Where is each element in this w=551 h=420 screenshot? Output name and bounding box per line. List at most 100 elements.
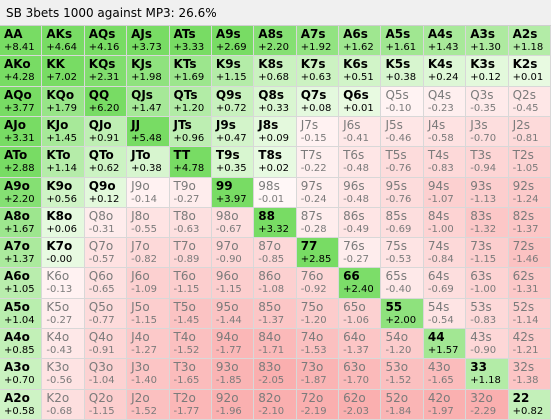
hand-cell[interactable]: 95s -0.76 [381,177,424,208]
hand-cell[interactable]: QTs +1.20 [169,86,212,117]
hand-cell[interactable]: J6s -0.41 [339,116,382,148]
hand-cell[interactable]: 97o -0.90 [211,238,255,269]
hand-cell[interactable]: 96s -0.48 [339,177,382,208]
hand-cell[interactable]: 85o -1.37 [254,298,297,330]
hand-cell[interactable]: J8s +0.09 [254,116,297,148]
hand-cell[interactable]: 84s -1.00 [423,207,467,239]
hand-cell[interactable]: AJs +3.73 [127,26,170,57]
hand-cell[interactable]: 62s -1.31 [508,268,551,299]
hand-cell[interactable]: T3s -0.94 [466,147,509,178]
hand-cell[interactable]: Q6o -0.65 [84,268,128,299]
hand-cell[interactable]: 54o -1.20 [381,329,424,360]
hand-cell[interactable]: T6o -1.15 [169,268,212,299]
hand-cell[interactable]: T8o -0.63 [169,207,212,239]
hand-cell[interactable]: K3s +0.12 [466,56,509,87]
hand-cell[interactable]: K4s +0.24 [423,56,467,87]
hand-cell[interactable]: Q9o +0.12 [84,177,128,208]
hand-cell[interactable]: T5s -0.76 [381,147,424,178]
hand-cell[interactable]: J7s -0.15 [296,116,340,148]
hand-cell[interactable]: A5s +1.61 [381,26,424,57]
hand-cell[interactable]: Q6s +0.01 [339,86,382,117]
hand-cell[interactable]: QJo +0.91 [84,116,128,148]
hand-cell[interactable]: AQo +3.77 [0,86,43,117]
hand-cell[interactable]: 32s -1.38 [508,359,551,390]
hand-cell[interactable]: 92s -1.24 [508,177,551,208]
hand-cell[interactable]: A8o +1.67 [0,207,43,239]
hand-cell[interactable]: 55 +2.00 [381,298,424,330]
hand-cell[interactable]: 93o -1.85 [211,359,255,390]
hand-cell[interactable]: 53s -0.83 [466,298,509,330]
hand-cell[interactable]: A2o +0.58 [0,389,43,420]
hand-cell[interactable]: KTo +1.14 [42,147,85,178]
hand-cell[interactable]: 95o -1.44 [211,298,255,330]
hand-cell[interactable]: A6s +1.62 [339,26,382,57]
hand-cell[interactable]: Q7o -0.57 [84,238,128,269]
hand-cell[interactable]: J3s -0.70 [466,116,509,148]
hand-cell[interactable]: T9o -0.27 [169,177,212,208]
hand-cell[interactable]: 83o -2.05 [254,359,297,390]
hand-cell[interactable]: 94o -1.77 [211,329,255,360]
hand-cell[interactable]: J5o -1.15 [127,298,170,330]
hand-cell[interactable]: 85s -0.69 [381,207,424,239]
hand-cell[interactable]: 75s -0.53 [381,238,424,269]
hand-cell[interactable]: J2o -1.52 [127,389,170,420]
hand-cell[interactable]: QJs +1.47 [127,86,170,117]
hand-cell[interactable]: 52o -1.84 [381,389,424,420]
hand-cell[interactable]: AA +8.41 [0,26,43,57]
hand-cell[interactable]: J5s -0.46 [381,116,424,148]
hand-cell[interactable]: K6o -0.13 [42,268,85,299]
hand-cell[interactable]: 84o -1.71 [254,329,297,360]
hand-cell[interactable]: T3o -1.65 [169,359,212,390]
hand-cell[interactable]: T4s -0.83 [423,147,467,178]
hand-cell[interactable]: J9o -0.14 [127,177,170,208]
hand-cell[interactable]: 72o -2.19 [296,389,340,420]
hand-cell[interactable]: 93s -1.13 [466,177,509,208]
hand-cell[interactable]: 82s -1.37 [508,207,551,239]
hand-cell[interactable]: 44 +1.57 [423,329,467,360]
hand-cell[interactable]: 83s -1.32 [466,207,509,239]
hand-cell[interactable]: J7o -0.82 [127,238,170,269]
hand-cell[interactable]: K2o -0.68 [42,389,85,420]
hand-cell[interactable]: 72s -1.46 [508,238,551,269]
hand-cell[interactable]: 43s -0.90 [466,329,509,360]
hand-cell[interactable]: K9s +1.15 [211,56,255,87]
hand-cell[interactable]: QTo +0.62 [84,147,128,178]
hand-cell[interactable]: AKs +4.64 [42,26,85,57]
hand-cell[interactable]: 62o -2.03 [339,389,382,420]
hand-cell[interactable]: K3o -0.56 [42,359,85,390]
hand-cell[interactable]: 97s -0.24 [296,177,340,208]
hand-cell[interactable]: JTs +0.96 [169,116,212,148]
hand-cell[interactable]: Q4s -0.23 [423,86,467,117]
hand-cell[interactable]: K8s +0.68 [254,56,297,87]
hand-cell[interactable]: 54s -0.54 [423,298,467,330]
hand-cell[interactable]: T6s -0.48 [339,147,382,178]
hand-cell[interactable]: Q5s -0.10 [381,86,424,117]
hand-cell[interactable]: T7o -0.89 [169,238,212,269]
hand-cell[interactable]: 65s -0.40 [381,268,424,299]
hand-cell[interactable]: Q5o -0.77 [84,298,128,330]
hand-cell[interactable]: Q2s -0.45 [508,86,551,117]
hand-cell[interactable]: T5o -1.45 [169,298,212,330]
hand-cell[interactable]: 74s -0.84 [423,238,467,269]
hand-cell[interactable]: A7o +1.37 [0,238,43,269]
hand-cell[interactable]: 42o -1.97 [423,389,467,420]
hand-cell[interactable]: 65o -1.06 [339,298,382,330]
hand-cell[interactable]: J2s -0.81 [508,116,551,148]
hand-cell[interactable]: 87o -0.85 [254,238,297,269]
hand-cell[interactable]: KTs +1.69 [169,56,212,87]
hand-cell[interactable]: A8s +2.20 [254,26,297,57]
hand-cell[interactable]: K9o +0.56 [42,177,85,208]
hand-cell[interactable]: KQs +2.31 [84,56,128,87]
hand-cell[interactable]: AKo +4.28 [0,56,43,87]
hand-cell[interactable]: K6s +0.51 [339,56,382,87]
hand-cell[interactable]: 88 +3.32 [254,207,297,239]
hand-cell[interactable]: Q3s -0.35 [466,86,509,117]
hand-cell[interactable]: JJ +5.48 [127,116,170,148]
hand-cell[interactable]: 52s -1.14 [508,298,551,330]
hand-cell[interactable]: KJo +1.45 [42,116,85,148]
hand-cell[interactable]: 63s -1.00 [466,268,509,299]
hand-cell[interactable]: TT +4.78 [169,147,212,178]
hand-cell[interactable]: A4o +0.85 [0,329,43,360]
hand-cell[interactable]: 66 +2.40 [339,268,382,299]
hand-cell[interactable]: K2s +0.01 [508,56,551,87]
